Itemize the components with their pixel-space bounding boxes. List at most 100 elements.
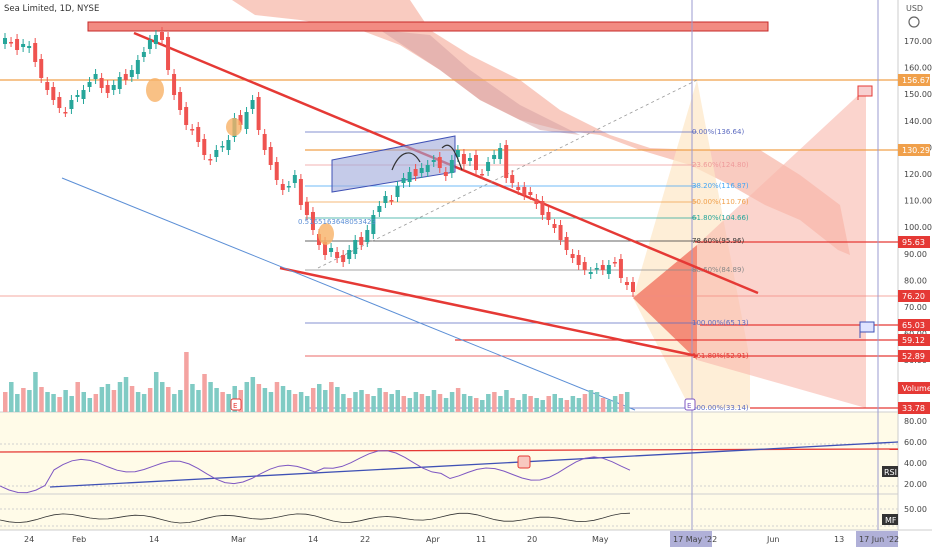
ichimoku-cloud-dark bbox=[380, 30, 580, 135]
volume-bar bbox=[552, 394, 557, 412]
volume-bar bbox=[160, 382, 165, 412]
candle bbox=[63, 112, 68, 114]
candle bbox=[147, 40, 152, 49]
candle bbox=[15, 39, 20, 50]
volume-bar bbox=[558, 398, 564, 412]
settings-icon[interactable] bbox=[908, 16, 920, 28]
candle bbox=[419, 168, 424, 173]
time-highlight-text: 17 Jun '22 bbox=[859, 535, 899, 544]
volume-bar bbox=[419, 394, 425, 412]
fib-level-label: 0.00%(136.64) bbox=[692, 128, 744, 136]
volume-bar bbox=[582, 394, 588, 412]
candle bbox=[3, 38, 7, 44]
flag-icon[interactable] bbox=[859, 321, 875, 338]
volume-bar bbox=[27, 390, 32, 412]
price-tick-label: 80.00 bbox=[904, 276, 927, 285]
volume-bar bbox=[117, 382, 123, 412]
volume-bar bbox=[546, 396, 551, 412]
candle bbox=[99, 78, 104, 88]
candle bbox=[69, 100, 74, 109]
time-highlight-badge: 17 Jun '22 bbox=[856, 531, 899, 547]
candlesticks bbox=[3, 27, 635, 297]
candle bbox=[516, 187, 521, 190]
volume-bar bbox=[202, 374, 207, 412]
candle bbox=[81, 90, 86, 99]
rsi-tick-label: 20.00 bbox=[904, 480, 927, 489]
volume-bar bbox=[528, 396, 533, 412]
volume-bar bbox=[51, 394, 56, 412]
price-label-text: 59.12 bbox=[902, 336, 925, 345]
price-tick-label: 110.00 bbox=[904, 197, 932, 206]
volume-bar bbox=[280, 386, 286, 412]
volume-bar bbox=[389, 394, 394, 412]
trendline-thin-blue[interactable] bbox=[61, 177, 636, 411]
candle bbox=[184, 107, 189, 125]
candle bbox=[389, 200, 394, 202]
volume-bar bbox=[310, 388, 316, 412]
volume-bar bbox=[147, 388, 153, 412]
candle bbox=[178, 92, 183, 110]
candle bbox=[238, 115, 243, 125]
volume-bar bbox=[413, 392, 419, 412]
time-tick-label: 22 bbox=[360, 535, 370, 544]
time-axis[interactable]: 24 Feb 14 Mar 14 22 Apr 11 20 May Jun 13 17 May '22 1… bbox=[24, 531, 899, 547]
volume-bar bbox=[317, 384, 322, 412]
volume-bar bbox=[474, 398, 479, 412]
candle bbox=[486, 162, 491, 171]
bear-flag-channel[interactable] bbox=[331, 135, 456, 193]
candle bbox=[286, 186, 291, 188]
candle bbox=[522, 187, 527, 195]
candle bbox=[117, 77, 122, 89]
price-tick-label: 70.00 bbox=[904, 303, 927, 312]
highlight-ellipse bbox=[226, 118, 242, 136]
money-flow-line bbox=[0, 512, 631, 524]
candle bbox=[443, 172, 448, 176]
volume-bar bbox=[606, 400, 612, 412]
svg-text:E: E bbox=[687, 402, 691, 410]
volume-bar bbox=[377, 388, 382, 412]
flag-icon[interactable] bbox=[857, 85, 873, 100]
volume-bar bbox=[196, 390, 201, 412]
candle bbox=[250, 100, 255, 109]
price-tick-label: 140.00 bbox=[904, 117, 932, 126]
price-label-text: 130.29 bbox=[902, 146, 930, 155]
volume-bar bbox=[455, 388, 461, 412]
earnings-marker[interactable]: E bbox=[230, 398, 242, 411]
mf-tick-label: 50.00 bbox=[904, 505, 927, 514]
rsi-trendline-blue[interactable] bbox=[49, 441, 899, 488]
candle bbox=[359, 237, 364, 245]
svg-text:RSI: RSI bbox=[884, 468, 897, 477]
mf-legend[interactable]: MF bbox=[882, 514, 898, 525]
volume-bar bbox=[39, 387, 44, 412]
candle bbox=[226, 140, 231, 150]
earnings-marker[interactable]: E bbox=[684, 398, 696, 411]
volume-bar bbox=[63, 390, 68, 412]
candle bbox=[220, 146, 225, 148]
candle bbox=[196, 127, 201, 142]
candle bbox=[528, 192, 533, 195]
price-label-badge: 156.67 bbox=[898, 74, 930, 86]
rsi-legend[interactable]: RSI bbox=[882, 466, 898, 477]
time-tick-label: Mar bbox=[231, 535, 247, 544]
mf-axis: 50.00 bbox=[904, 505, 927, 514]
trendline-lower[interactable] bbox=[279, 266, 698, 358]
volume-bar bbox=[510, 398, 515, 412]
candle bbox=[172, 74, 177, 95]
volume-bar bbox=[383, 392, 388, 412]
volume-bar bbox=[516, 400, 521, 412]
candle bbox=[166, 37, 171, 70]
time-tick-label: Apr bbox=[426, 535, 441, 544]
svg-text:MF: MF bbox=[885, 516, 897, 525]
fib-retracement[interactable]: 0.00%(136.64) 23.60%(124.80) 38.20%(116.87… bbox=[305, 128, 749, 412]
rsi-axis: 80.00 60.00 40.00 20.00 bbox=[904, 417, 927, 489]
volume-bar bbox=[341, 394, 346, 412]
candle bbox=[208, 159, 213, 161]
volume-bar bbox=[323, 390, 328, 412]
volume-bar bbox=[365, 394, 370, 412]
price-tick-label: 170.00 bbox=[904, 37, 932, 46]
candle bbox=[624, 282, 629, 285]
volume-bar bbox=[467, 396, 473, 412]
volume-bar bbox=[329, 382, 334, 412]
volume-bar bbox=[492, 392, 497, 412]
